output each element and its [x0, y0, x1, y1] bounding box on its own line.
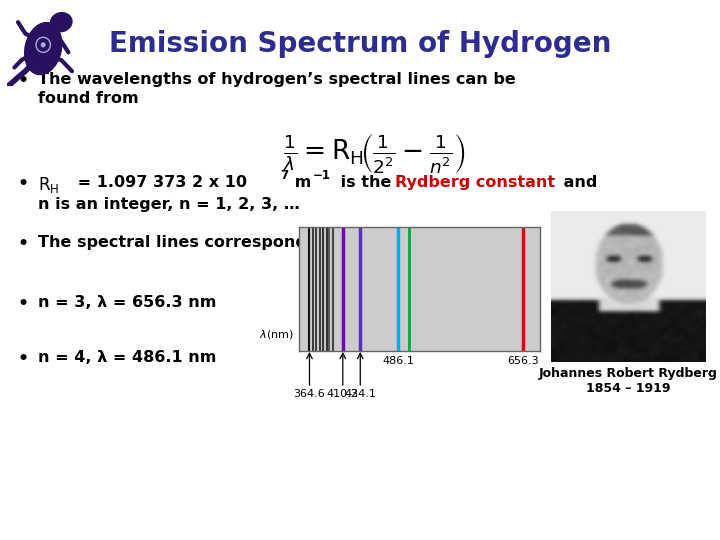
Text: 410.2: 410.2	[327, 389, 359, 399]
Text: 486.1: 486.1	[382, 356, 414, 366]
Text: Rydberg constant: Rydberg constant	[395, 175, 555, 190]
Text: 656.3: 656.3	[507, 356, 539, 366]
Ellipse shape	[24, 23, 62, 75]
Text: $\frac{1}{\lambda} = \mathrm{R_H}\!\left(\frac{1}{2^2} - \frac{1}{n^2}\right)$: $\frac{1}{\lambda} = \mathrm{R_H}\!\left…	[283, 132, 466, 176]
Ellipse shape	[50, 12, 72, 32]
Text: Emission Spectrum of Hydrogen: Emission Spectrum of Hydrogen	[109, 30, 611, 58]
Text: •: •	[18, 72, 29, 90]
Text: m: m	[289, 175, 311, 190]
Text: The wavelengths of hydrogen’s spectral lines can be: The wavelengths of hydrogen’s spectral l…	[38, 72, 516, 87]
Text: •: •	[18, 235, 29, 253]
Text: n = 4, λ = 486.1 nm: n = 4, λ = 486.1 nm	[38, 350, 217, 365]
Text: n is an integer, n = 1, 2, 3, …: n is an integer, n = 1, 2, 3, …	[38, 197, 300, 212]
Circle shape	[42, 43, 45, 47]
Text: 434.1: 434.1	[344, 389, 377, 399]
Text: −1: −1	[313, 169, 331, 182]
Text: is the: is the	[335, 175, 397, 190]
Text: = 1.097 373 2 x 10: = 1.097 373 2 x 10	[72, 175, 247, 190]
Text: 7: 7	[280, 169, 288, 182]
Text: The spectral lines correspond to different values of n: The spectral lines correspond to differe…	[38, 235, 521, 250]
Text: •: •	[18, 175, 29, 193]
Text: found from: found from	[38, 91, 139, 106]
Text: $\mathrm{R_H}$: $\mathrm{R_H}$	[38, 175, 59, 195]
Text: $\lambda$(nm): $\lambda$(nm)	[259, 328, 294, 341]
Text: •: •	[18, 350, 29, 368]
Text: Johannes Robert Rydberg
1854 – 1919: Johannes Robert Rydberg 1854 – 1919	[539, 367, 718, 395]
Text: •: •	[18, 295, 29, 313]
Text: and: and	[558, 175, 598, 190]
Text: n = 3, λ = 656.3 nm: n = 3, λ = 656.3 nm	[38, 295, 217, 310]
Text: 364.6: 364.6	[294, 389, 325, 399]
